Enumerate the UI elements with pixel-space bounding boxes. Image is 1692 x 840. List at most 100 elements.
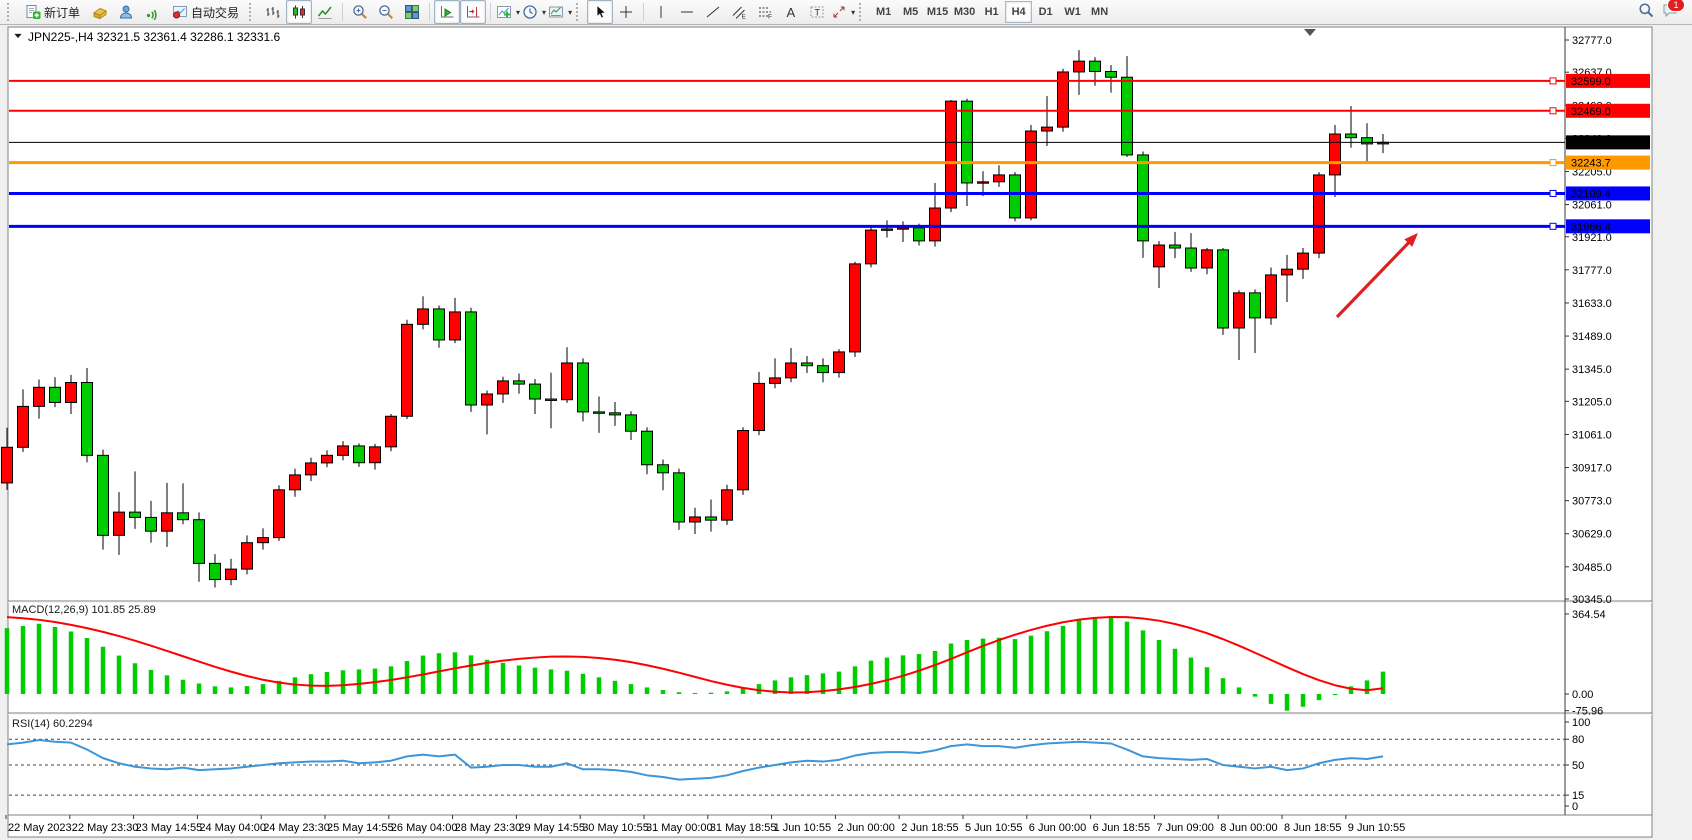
candle (1025, 125, 1037, 221)
svg-text:A: A (787, 5, 796, 20)
support-resistance-line[interactable] (9, 189, 1565, 197)
candle-chart-button[interactable] (286, 0, 313, 24)
macd-axis-label: -75.96 (1572, 706, 1603, 718)
rsi-line (6, 739, 1384, 781)
tab-h4[interactable]: H4 (1005, 1, 1033, 23)
support-resistance-line[interactable] (9, 107, 1565, 115)
support-resistance-line[interactable] (9, 77, 1565, 85)
tab-m30[interactable]: M30 (953, 6, 976, 18)
tab-m15[interactable]: M15 (926, 6, 949, 18)
candle (513, 373, 525, 394)
tab-m5[interactable]: M5 (902, 6, 919, 18)
horizontal-line-button[interactable] (674, 0, 700, 24)
vertical-line-button[interactable] (648, 0, 674, 24)
new-order-button[interactable]: 新订单 (18, 0, 87, 24)
candle (241, 535, 253, 575)
mailbox-button[interactable] (87, 0, 113, 24)
chart-shift-marker[interactable] (1304, 29, 1316, 36)
candle-chart-icon (291, 4, 307, 20)
crosshair-button[interactable] (613, 0, 639, 24)
cursor-button[interactable] (587, 0, 614, 24)
tab-w1[interactable]: W1 (1064, 6, 1081, 18)
y-axis-label: 31061.0 (1572, 429, 1612, 441)
candle (1201, 248, 1213, 275)
candle (113, 492, 125, 555)
y-axis-label: 30345.0 (1572, 594, 1612, 606)
candle (305, 457, 317, 482)
trend-arrow[interactable] (1335, 233, 1418, 319)
line-handle[interactable] (1549, 159, 1557, 167)
templates-button[interactable]: ▾ (547, 0, 573, 24)
new-order-label: 新订单 (44, 5, 81, 20)
profile-button[interactable] (113, 0, 139, 24)
candle (449, 297, 461, 344)
candle (257, 528, 269, 550)
candle (1297, 248, 1309, 279)
tab-d1[interactable]: D1 (1038, 6, 1053, 18)
support-resistance-line[interactable] (9, 222, 1565, 230)
line-chart-button[interactable] (312, 0, 338, 24)
auto-trading-button[interactable]: 自动交易 (165, 0, 246, 24)
signal-button[interactable] (139, 0, 165, 24)
text-button[interactable]: A (778, 0, 804, 24)
x-axis-label: 31 May 00:00 (646, 822, 713, 834)
chevron-down-icon[interactable]: ▾ (568, 7, 573, 17)
zoom-out-button[interactable] (373, 0, 399, 24)
x-axis-label: 1 Jun 10:55 (774, 822, 832, 834)
line-handle[interactable] (1549, 107, 1557, 115)
candle (465, 307, 477, 412)
chart-shift-button[interactable] (460, 0, 487, 24)
trendline-button[interactable] (700, 0, 726, 24)
candle (625, 411, 637, 440)
auto-scroll-button[interactable] (434, 0, 461, 24)
candle (1153, 241, 1165, 289)
line-handle[interactable] (1549, 222, 1557, 230)
line-handle[interactable] (1549, 189, 1557, 197)
x-axis-label: 29 May 14:55 (518, 822, 585, 834)
zoom-in-button[interactable] (347, 0, 373, 24)
indicators-button[interactable]: ▾ (495, 0, 521, 24)
tab-h1[interactable]: H1 (984, 6, 999, 18)
support-resistance-line[interactable] (9, 159, 1565, 167)
candle (865, 225, 877, 268)
bar-chart-button[interactable] (260, 0, 286, 24)
chevron-down-icon[interactable]: ▾ (516, 7, 521, 17)
candle (161, 482, 173, 547)
candle (193, 512, 205, 582)
new-order-icon (25, 4, 41, 20)
tab-mn[interactable]: MN (1091, 6, 1109, 18)
x-axis-label: 24 May 04:00 (199, 822, 266, 834)
chart-collapse-icon[interactable] (14, 33, 22, 39)
candle (289, 468, 301, 497)
equidistant-channel-button[interactable]: E (726, 0, 752, 24)
x-axis-label: 22 May 2023 (8, 822, 72, 834)
candle (945, 99, 957, 213)
candle (417, 296, 429, 330)
candle (1169, 231, 1181, 259)
periods-button[interactable]: ▾ (521, 0, 547, 24)
equidistant-channel-icon: E (731, 4, 747, 20)
candle (1121, 56, 1133, 157)
text-label-button[interactable]: T (804, 0, 830, 24)
chevron-down-icon[interactable]: ▾ (851, 7, 856, 17)
line-handle[interactable] (1549, 77, 1557, 85)
chevron-down-icon[interactable]: ▾ (542, 7, 547, 17)
y-axis-label: 30917.0 (1572, 463, 1612, 475)
y-axis-label: 31777.0 (1572, 265, 1612, 277)
candle (1313, 172, 1325, 259)
candle (849, 261, 861, 357)
chat-button[interactable]: 1 (1662, 0, 1685, 23)
search-icon[interactable] (1638, 2, 1654, 23)
x-axis-label: 5 Jun 10:55 (965, 822, 1023, 834)
fibonacci-button[interactable]: F (752, 0, 778, 24)
candle (1185, 233, 1197, 272)
tile-windows-button[interactable] (399, 0, 425, 24)
tab-m1[interactable]: M1 (875, 6, 892, 18)
arrows-button[interactable]: ▾ (830, 0, 856, 24)
crosshair-icon (618, 4, 634, 20)
candle (689, 507, 701, 534)
candle (721, 484, 733, 525)
macd-axis-label: 0.00 (1572, 689, 1593, 701)
